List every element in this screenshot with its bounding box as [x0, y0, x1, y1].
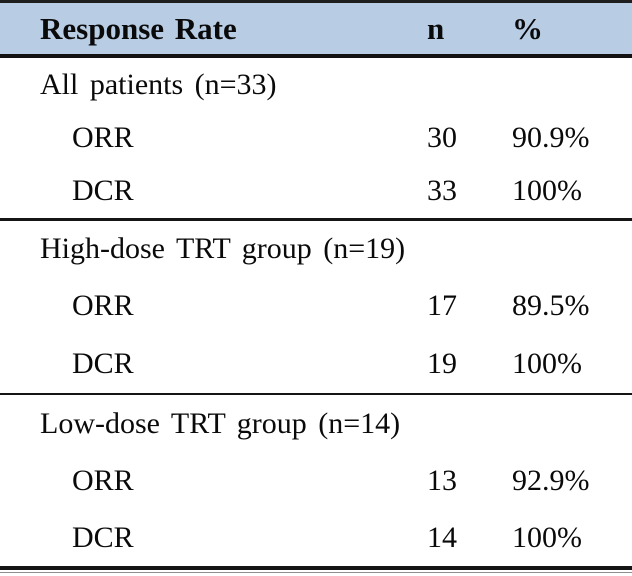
group-label: All patients (n=33) [40, 67, 277, 101]
row-pct-value: 89.5% [512, 289, 590, 323]
row-pct-value: 90.9% [512, 120, 590, 154]
row-n-value: 17 [427, 289, 457, 323]
row-name: ORR [72, 463, 134, 497]
table-row: ORR 13 92.9% [0, 452, 632, 509]
row-n-value: 33 [427, 174, 457, 208]
row-pct-value: 100% [512, 520, 582, 554]
row-n-value: 14 [427, 520, 457, 554]
table-row: DCR 33 100% [0, 165, 632, 218]
group-label-row: High-dose TRT group (n=19) [0, 221, 632, 278]
row-name: DCR [72, 174, 134, 208]
header-col-n: n [427, 10, 445, 46]
section-divider [0, 218, 632, 221]
group-label: Low-dose TRT group (n=14) [40, 406, 401, 440]
row-name: DCR [72, 520, 134, 554]
group-label-row: All patients (n=33) [0, 58, 632, 111]
section-low-dose: Low-dose TRT group (n=14) ORR 13 92.9% D… [0, 395, 632, 566]
row-n-value: 13 [427, 463, 457, 497]
table-bottom-rule [0, 566, 632, 573]
header-col-pct: % [512, 10, 543, 46]
row-name: DCR [72, 346, 134, 380]
group-label-row: Low-dose TRT group (n=14) [0, 395, 632, 452]
row-pct-value: 100% [512, 346, 582, 380]
table-row: DCR 19 100% [0, 335, 632, 392]
row-name: ORR [72, 120, 134, 154]
group-label: High-dose TRT group (n=19) [40, 232, 406, 266]
section-divider [0, 392, 632, 395]
row-pct-value: 92.9% [512, 463, 590, 497]
table-row: DCR 14 100% [0, 509, 632, 566]
row-pct-value: 100% [512, 174, 582, 208]
table-row: ORR 17 89.5% [0, 278, 632, 335]
row-n-value: 19 [427, 346, 457, 380]
section-high-dose: High-dose TRT group (n=19) ORR 17 89.5% … [0, 221, 632, 393]
table-top-rule [0, 0, 632, 3]
table-header-row: Response Rate n % [0, 3, 632, 58]
table-row: ORR 30 90.9% [0, 111, 632, 164]
header-col-response-rate: Response Rate [40, 10, 237, 46]
section-all-patients: All patients (n=33) ORR 30 90.9% DCR 33 … [0, 58, 632, 218]
row-n-value: 30 [427, 120, 457, 154]
row-name: ORR [72, 289, 134, 323]
